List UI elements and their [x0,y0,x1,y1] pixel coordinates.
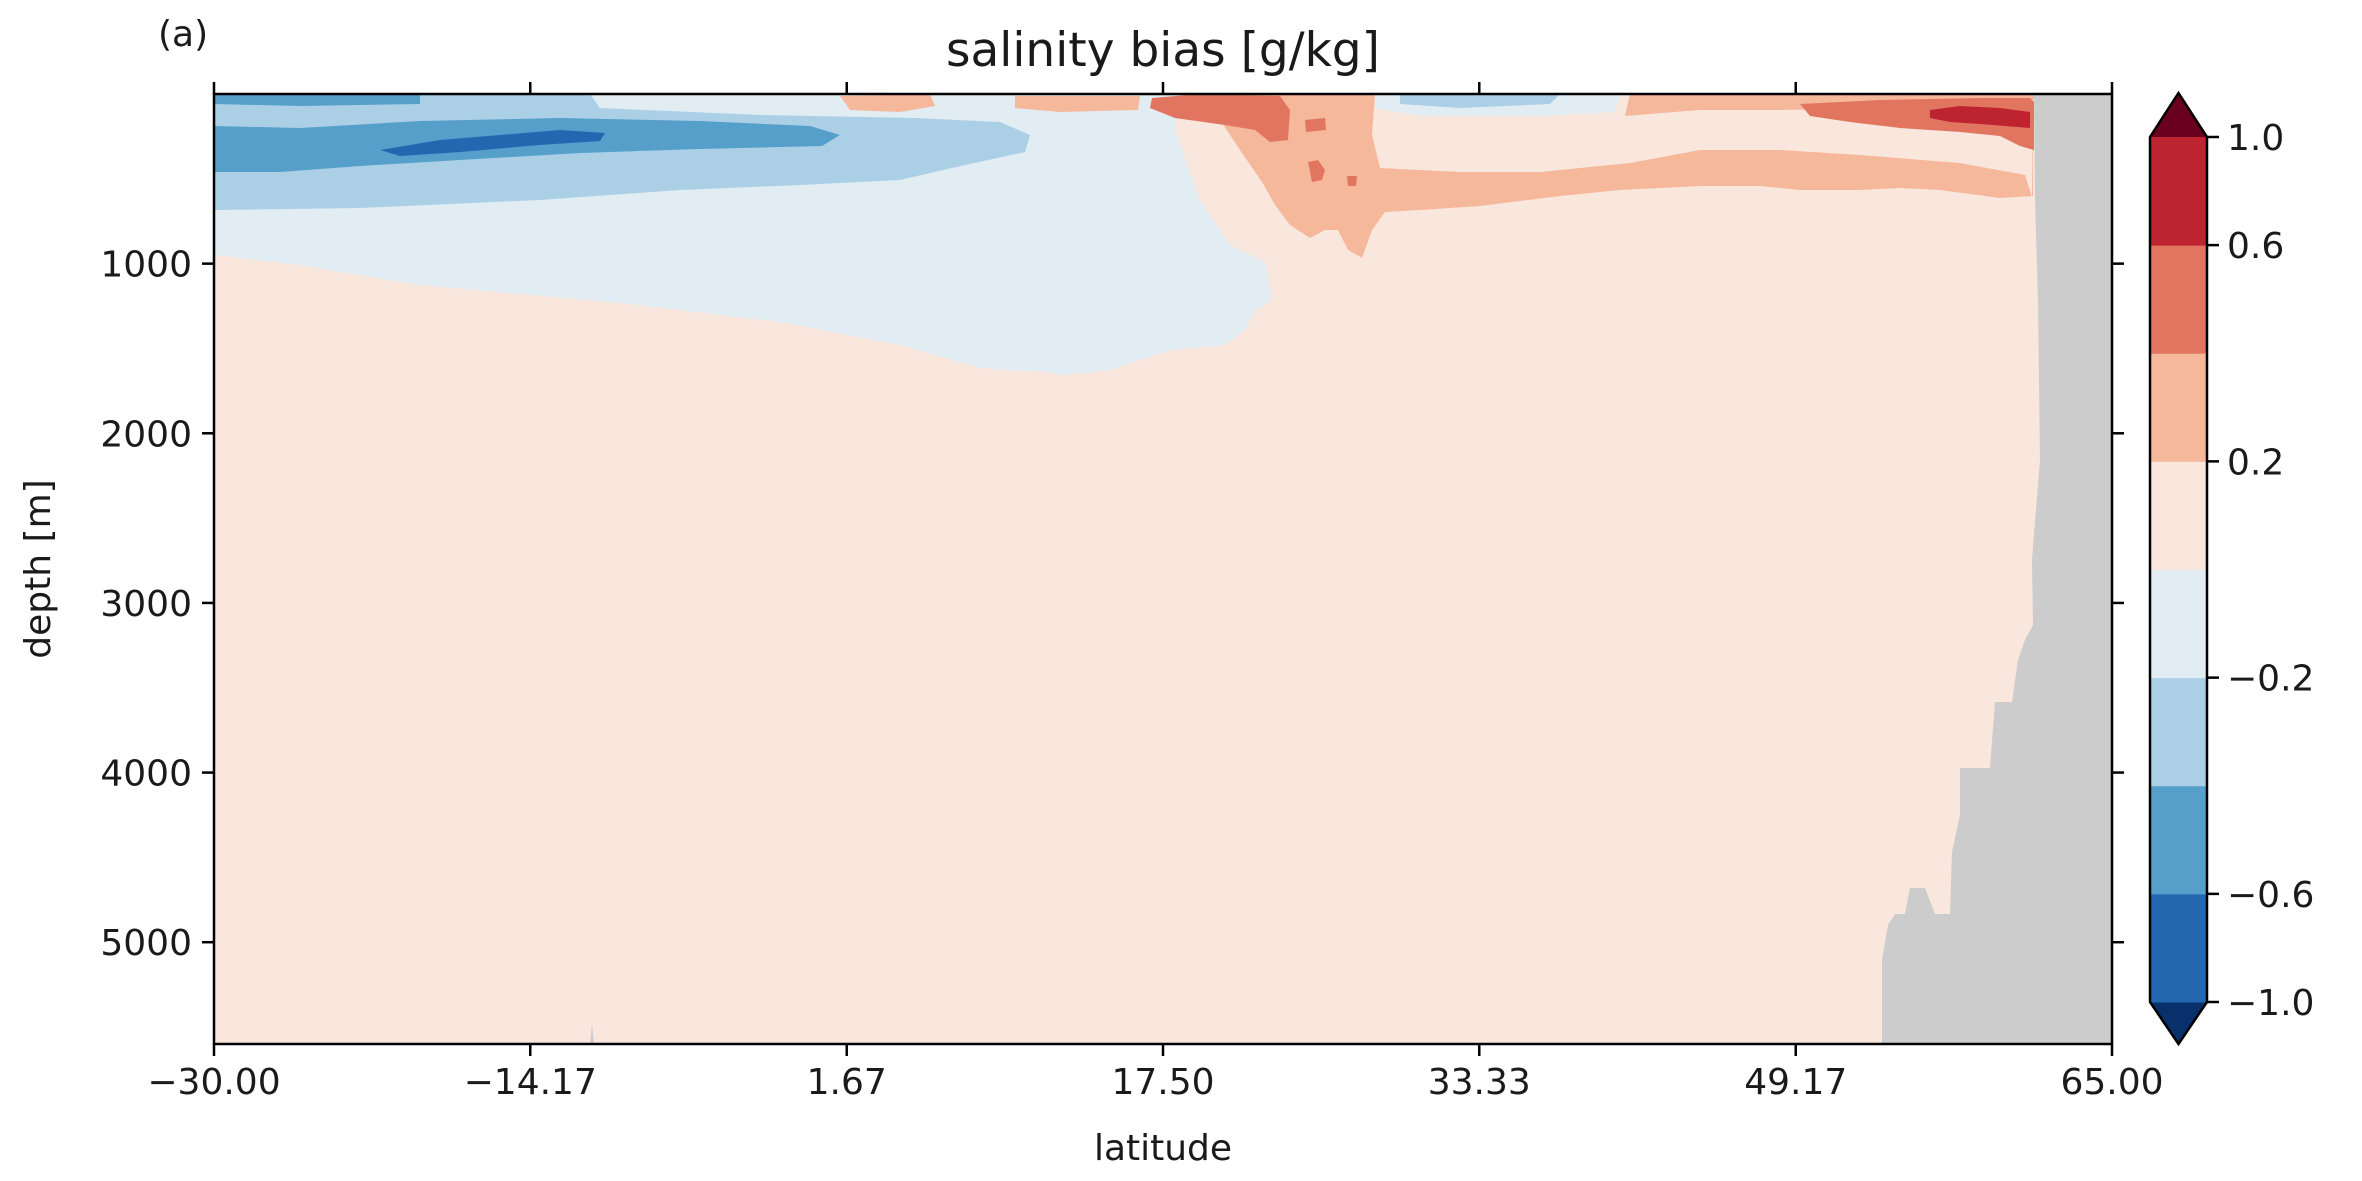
subpolar-core-positive-region [1930,106,2030,128]
colorbar-tick-label: −0.2 [2227,659,2314,700]
subtropical-core-positive-region [1150,94,1290,142]
land-mask [1882,94,2112,1044]
colorbar-band [2150,893,2207,1003]
x-tick-label: 17.50 [1111,1062,1214,1103]
panel-label: (a) [158,14,208,55]
colorbar-tick-label: −1.0 [2227,983,2314,1024]
y-tick-label: 2000 [100,414,192,455]
seafloor-spike [590,1025,594,1044]
y-tick-label: 4000 [100,754,192,795]
colorbar-band [2150,461,2207,570]
colorbar-tick-label: 0.2 [2227,442,2284,483]
colorbar-tick-label: −0.6 [2227,875,2314,916]
colorbar-tick-label: 0.6 [2227,226,2284,267]
y-axis: 1000 2000 3000 4000 5000 [100,245,2124,964]
subtropical-core-positive-blob [1308,160,1325,182]
x-tick-label: 1.67 [807,1062,887,1103]
colorbar-band [2150,677,2207,787]
x-tick-label: −14.17 [464,1062,597,1103]
colorbar-band [2150,137,2207,246]
subtropical-core-positive-dot-a [1347,176,1357,186]
southern-deep-core-negative-region [380,130,605,156]
colorbar-tick-label: 1.0 [2227,118,2284,159]
colorbar-extend-min [2150,1002,2207,1044]
y-tick-label: 1000 [100,245,192,286]
x-axis-label: latitude [1094,1128,1232,1169]
colorbar-band [2150,785,2207,895]
y-axis-label: depth [m] [18,479,59,658]
surface-negative-core-37n [1400,94,1560,108]
colorbar-band [2150,245,2207,354]
x-axis: −30.00 −14.17 1.67 17.50 33.33 49.17 65.00 [147,82,2164,1103]
subtropical-core-positive-dot-b [1305,118,1326,132]
southern-surface-negative-patch [214,94,420,106]
y-tick-label: 5000 [100,923,192,964]
x-tick-label: 65.00 [2060,1062,2163,1103]
salinity-field [214,94,2112,1044]
mid-surface-positive-patch [1015,96,1140,112]
colorbar-band [2150,569,2207,679]
y-tick-label: 3000 [100,584,192,625]
colorbar: −1.0 −0.6 −0.2 0.2 0.6 1.0 [2148,90,2314,1047]
x-tick-label: 49.17 [1744,1062,1847,1103]
chart-title: salinity bias [g/kg] [946,23,1380,78]
colorbar-band [2150,353,2207,462]
subtropical-surface-positive-region [1180,94,2033,258]
colorbar-extend-max [2150,93,2207,137]
tropical-surface-positive-patch [840,94,935,112]
x-tick-label: 33.33 [1428,1062,1531,1103]
x-tick-label: −30.00 [147,1062,280,1103]
